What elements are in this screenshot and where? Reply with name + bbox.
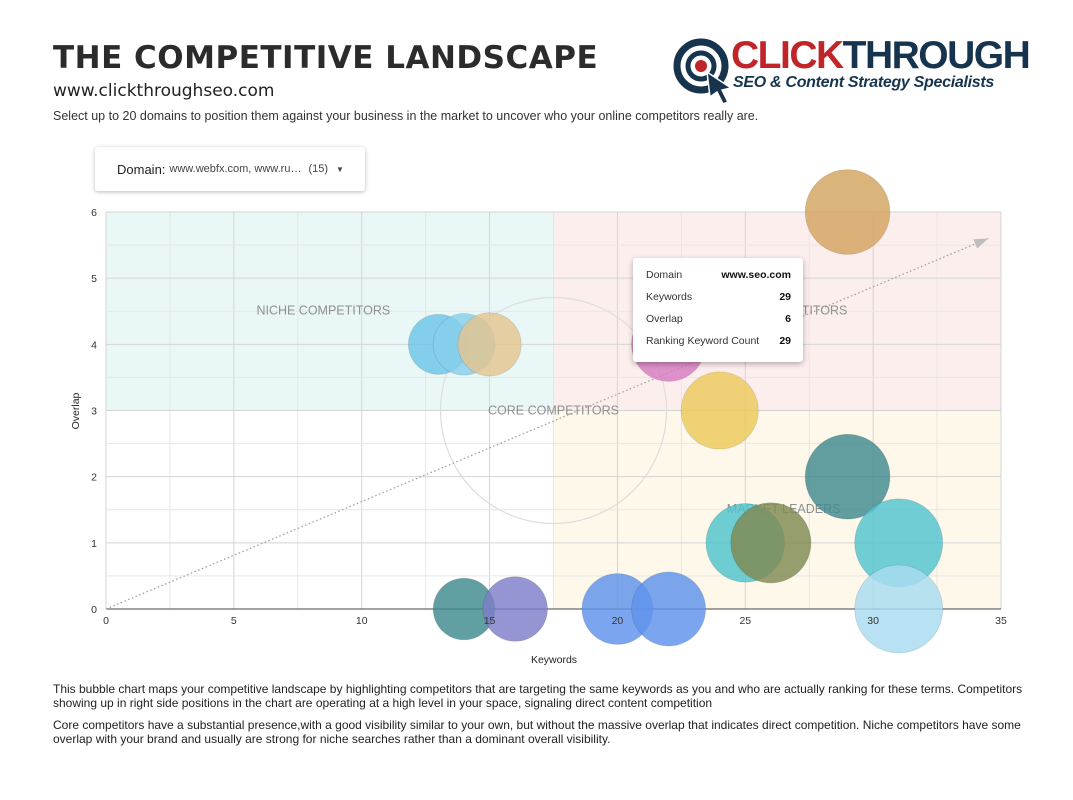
x-tick-label: 35 bbox=[995, 615, 1007, 627]
y-tick-label: 2 bbox=[91, 472, 97, 484]
intro-text: Select up to 20 domains to position them… bbox=[53, 109, 759, 123]
footer-paragraph-1: This bubble chart maps your competitive … bbox=[53, 682, 1023, 710]
clickthrough-logo: CLICKTHROUGH SEO & Content Strategy Spec… bbox=[673, 36, 1031, 106]
bubble-point bbox=[730, 502, 812, 584]
core-competitors-circle bbox=[439, 296, 668, 525]
domain-filter-count: (15) bbox=[308, 163, 329, 175]
logo-tagline: SEO & Content Strategy Specialists bbox=[733, 74, 994, 91]
tooltip-row-domain: Domain www.seo.com bbox=[646, 264, 791, 286]
domain-filter-value: www.webfx.com, www.ru… bbox=[169, 163, 302, 175]
y-tick-label: 6 bbox=[91, 207, 97, 219]
domain-filter-label: Domain: bbox=[117, 161, 166, 177]
footer-text: This bubble chart maps your competitive … bbox=[53, 682, 1043, 754]
axis-ticks: 0 5 10 15 20 25 30 35 0 1 2 3 4 5 6 bbox=[91, 207, 1007, 627]
logo-word-click: CLICK bbox=[731, 34, 844, 77]
trend-arrow-head bbox=[973, 238, 989, 249]
logo-wordmark: CLICKTHROUGH bbox=[731, 34, 1031, 77]
y-tick-label: 5 bbox=[91, 273, 97, 285]
tooltip-value: 29 bbox=[779, 291, 791, 303]
tooltip-label: Keywords bbox=[646, 291, 693, 303]
bubbles bbox=[408, 169, 944, 654]
y-tick-label: 0 bbox=[91, 604, 97, 616]
logo-word-through: THROUGH bbox=[842, 34, 1031, 77]
bubble-point bbox=[804, 169, 891, 255]
tooltip-row-overlap: Overlap 6 bbox=[646, 308, 791, 330]
page-title: THE COMPETITIVE LANDSCAPE bbox=[53, 40, 599, 76]
trend-line bbox=[105, 237, 989, 610]
tooltip-value: 29 bbox=[779, 335, 791, 347]
bubble-point bbox=[631, 571, 706, 647]
x-tick-label: 20 bbox=[612, 615, 624, 627]
tooltip-label: Domain bbox=[646, 269, 683, 281]
x-tick-label: 0 bbox=[103, 615, 109, 627]
x-axis-label: Keywords bbox=[531, 654, 577, 666]
domain-filter-dropdown[interactable]: Domain: www.webfx.com, www.ru… (15) ▼ bbox=[95, 147, 365, 191]
x-tick-label: 15 bbox=[484, 615, 496, 627]
quadrant-label: TITORS bbox=[802, 304, 848, 318]
x-tick-label: 30 bbox=[867, 615, 879, 627]
y-tick-label: 1 bbox=[91, 538, 97, 550]
core-competitors-ring bbox=[439, 296, 668, 525]
tooltip-row-ranking-count: Ranking Keyword Count 29 bbox=[646, 330, 791, 352]
site-url: www.clickthroughseo.com bbox=[53, 81, 275, 101]
tooltip-row-keywords: Keywords 29 bbox=[646, 286, 791, 308]
tooltip-label: Overlap bbox=[646, 313, 683, 325]
x-tick-label: 5 bbox=[231, 615, 237, 627]
target-cursor-icon bbox=[673, 38, 733, 105]
bubble-point bbox=[457, 312, 522, 377]
core-competitors-label: CORE COMPETITORS bbox=[488, 404, 619, 418]
trend-line-path bbox=[105, 237, 989, 610]
y-tick-label: 3 bbox=[91, 406, 97, 418]
y-tick-label: 4 bbox=[91, 339, 97, 351]
quadrant-label: NICHE COMPETITORS bbox=[256, 304, 390, 318]
bubble-point bbox=[680, 371, 759, 450]
tooltip-label: Ranking Keyword Count bbox=[646, 335, 760, 347]
x-tick-label: 10 bbox=[356, 615, 368, 627]
footer-paragraph-2: Core competitors have a substantial pres… bbox=[53, 718, 1021, 746]
tooltip-value: www.seo.com bbox=[721, 269, 791, 281]
bubble-tooltip: Domain www.seo.com Keywords 29 Overlap 6 Ra… bbox=[633, 258, 803, 362]
y-axis-label: Overlap bbox=[70, 392, 82, 429]
bubble-point bbox=[482, 576, 548, 642]
caret-down-icon: ▼ bbox=[336, 164, 344, 174]
x-tick-label: 25 bbox=[739, 615, 751, 627]
tooltip-value: 6 bbox=[785, 313, 791, 325]
bubble-point bbox=[854, 564, 944, 654]
bubble-point bbox=[804, 433, 891, 520]
